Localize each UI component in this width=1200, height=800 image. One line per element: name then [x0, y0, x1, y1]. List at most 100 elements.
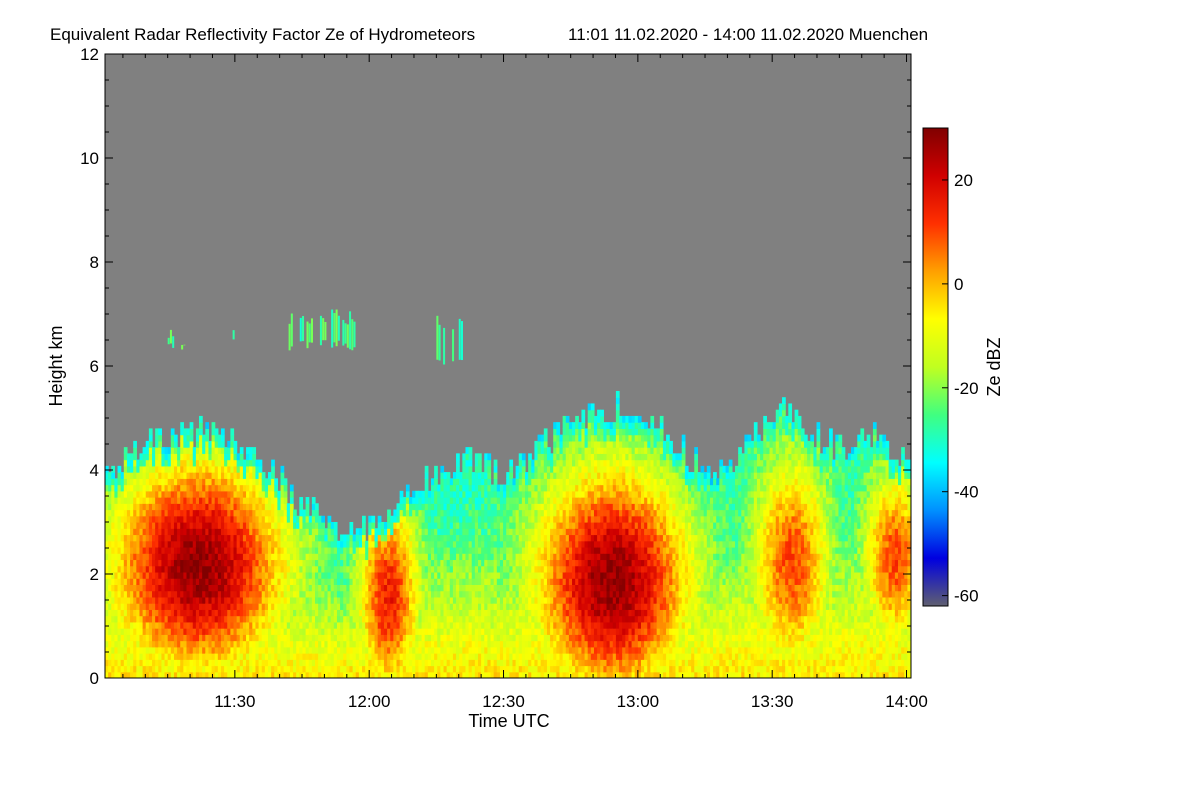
echo-cell	[233, 540, 238, 548]
echo-cell	[459, 653, 463, 660]
echo-cell	[170, 609, 175, 617]
echo-cell	[362, 596, 366, 604]
echo-cell	[220, 646, 225, 654]
echo-cell	[130, 497, 134, 504]
echo-cell	[333, 571, 338, 579]
echo-cell	[120, 565, 125, 573]
echo-cell	[205, 559, 210, 567]
echo-cell	[142, 497, 147, 504]
echo-cell	[462, 503, 467, 511]
echo-cell	[214, 440, 219, 448]
echo-cell	[387, 509, 391, 517]
echo-cell	[443, 590, 448, 598]
echo-cell	[233, 621, 238, 629]
echo-cell	[111, 509, 115, 517]
echo-cell	[180, 671, 184, 678]
echo-cell	[123, 634, 128, 642]
echo-cell	[509, 640, 514, 648]
echo-cell	[443, 671, 448, 678]
echo-cell	[427, 671, 432, 678]
echo-cell	[556, 528, 561, 536]
echo-cell	[170, 465, 175, 473]
echo-cell	[340, 634, 344, 642]
echo-cell	[158, 546, 163, 554]
echo-cell	[352, 621, 357, 629]
echo-cell	[321, 578, 326, 585]
echo-cell	[368, 615, 373, 623]
echo-cell	[427, 615, 432, 623]
echo-cell	[255, 459, 260, 467]
echo-cell	[559, 571, 564, 579]
echo-cell	[148, 465, 153, 473]
echo-cell	[452, 503, 457, 511]
echo-cell	[242, 628, 247, 635]
echo-cell	[224, 503, 228, 511]
echo-cell	[537, 615, 542, 623]
echo-cell	[315, 571, 319, 579]
echo-cell	[362, 621, 366, 629]
echo-cell	[421, 659, 426, 667]
echo-cell	[205, 447, 210, 454]
echo-cell	[205, 478, 210, 486]
echo-cell	[224, 546, 228, 554]
echo-cell	[308, 522, 313, 529]
echo-cell	[167, 472, 172, 479]
echo-cell	[224, 540, 228, 548]
echo-cell	[565, 671, 570, 678]
echo-cell	[233, 628, 238, 635]
echo-cell	[280, 609, 285, 617]
echo-cell	[214, 596, 219, 604]
echo-cell	[249, 628, 253, 635]
echo-cell	[205, 428, 210, 436]
echo-cell	[296, 609, 300, 617]
echo-cell	[415, 522, 420, 529]
echo-cell	[543, 522, 548, 529]
echo-cell	[546, 478, 551, 486]
echo-cell	[293, 615, 297, 623]
echo-cell	[302, 671, 307, 678]
echo-cell	[233, 578, 238, 585]
echo-cell	[452, 528, 457, 536]
echo-cell	[446, 515, 451, 523]
echo-cell	[239, 503, 244, 511]
echo-cell	[493, 534, 498, 542]
echo-cell	[546, 528, 551, 536]
echo-cell	[546, 640, 551, 648]
echo-cell	[333, 590, 338, 598]
echo-cell	[152, 447, 156, 454]
echo-cell	[170, 621, 175, 629]
echo-cell	[440, 478, 445, 486]
echo-cell	[452, 584, 457, 592]
echo-cell	[242, 459, 247, 467]
echo-cell	[236, 615, 241, 623]
echo-cell	[493, 503, 498, 511]
echo-cell	[565, 615, 570, 623]
echo-cell	[521, 472, 526, 479]
echo-cell	[180, 422, 184, 429]
echo-cell	[409, 596, 413, 604]
echo-cell	[537, 634, 542, 642]
echo-cell	[509, 571, 514, 579]
echo-cell	[474, 615, 479, 623]
echo-cell	[506, 628, 510, 635]
echo-cell	[108, 503, 112, 511]
echo-cell	[311, 503, 316, 511]
echo-cell	[484, 528, 488, 536]
echo-cell	[399, 522, 404, 529]
echo-cell	[352, 665, 357, 673]
echo-cell	[565, 571, 570, 579]
echo-cell	[299, 596, 304, 604]
echo-cell	[211, 503, 216, 511]
echo-cell	[462, 478, 467, 486]
echo-cell	[478, 571, 482, 579]
echo-cell	[452, 509, 457, 517]
echo-cell	[230, 565, 235, 573]
echo-cell	[148, 440, 153, 448]
echo-cell	[246, 609, 250, 617]
echo-cell	[308, 590, 313, 598]
echo-cell	[456, 465, 460, 473]
echo-cell	[242, 522, 247, 529]
echo-cell	[318, 553, 322, 561]
echo-cell	[543, 490, 548, 498]
echo-cell	[296, 628, 300, 635]
